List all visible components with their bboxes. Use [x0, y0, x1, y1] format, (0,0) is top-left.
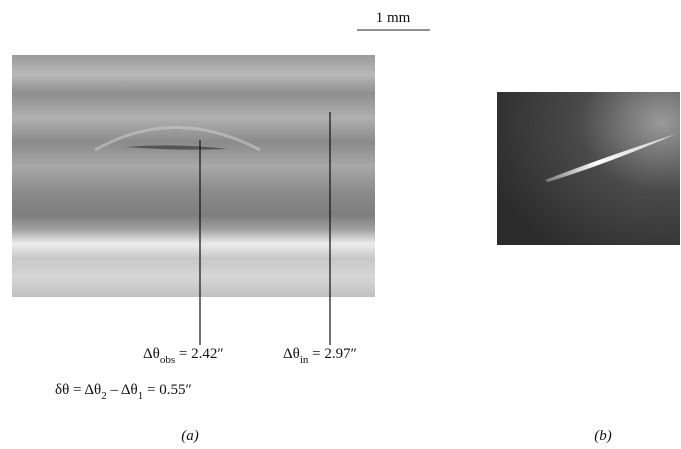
eq-sub: 1: [138, 390, 144, 402]
subscript: obs: [160, 354, 175, 366]
eq-part: – Δθ: [107, 382, 138, 398]
eq-sub: 2: [101, 390, 107, 402]
scale-label: 1 mm: [376, 10, 411, 26]
value: = 2.42″: [175, 346, 223, 362]
defect-a: [125, 145, 228, 150]
eq-part: = 0.55″: [143, 382, 191, 398]
value: = 2.97″: [308, 346, 356, 362]
defect-b: [545, 134, 676, 182]
subscript: in: [300, 354, 309, 366]
panel-label: (b): [594, 428, 612, 444]
fringe: [94, 126, 261, 152]
symbol: Δθ: [283, 346, 300, 362]
topograph-a: [12, 55, 375, 297]
symbol: Δθ: [143, 346, 160, 362]
eq-part: δθ = Δθ: [55, 382, 101, 398]
annotation-obs: Δθobs = 2.42″: [143, 346, 224, 366]
annotation-in: Δθin = 2.97″: [283, 346, 357, 366]
panel-label: (a): [181, 428, 199, 444]
equation: δθ = Δθ2 – Δθ1 = 0.55″: [55, 382, 192, 402]
